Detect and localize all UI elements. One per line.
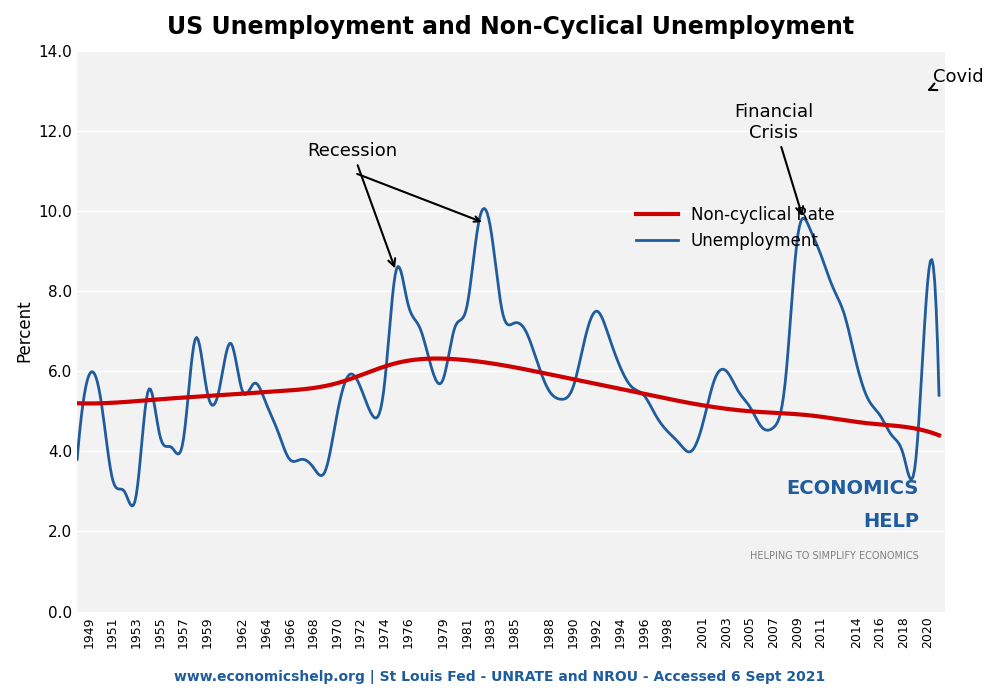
Y-axis label: Percent: Percent (15, 300, 33, 363)
Text: Recession: Recession (307, 142, 398, 266)
Text: HELPING TO SIMPLIFY ECONOMICS: HELPING TO SIMPLIFY ECONOMICS (750, 551, 919, 560)
Legend: Non-cyclical Rate, Unemployment: Non-cyclical Rate, Unemployment (629, 199, 841, 257)
Title: US Unemployment and Non-Cyclical Unemployment: US Unemployment and Non-Cyclical Unemplo… (167, 15, 855, 39)
Text: www.economicshelp.org | St Louis Fed - UNRATE and NROU - Accessed 6 Sept 2021: www.economicshelp.org | St Louis Fed - U… (174, 670, 826, 684)
Text: HELP: HELP (863, 512, 919, 531)
Text: Financial
Crisis: Financial Crisis (734, 103, 813, 214)
Text: ECONOMICS: ECONOMICS (787, 479, 919, 498)
Text: Covid: Covid (929, 68, 984, 90)
